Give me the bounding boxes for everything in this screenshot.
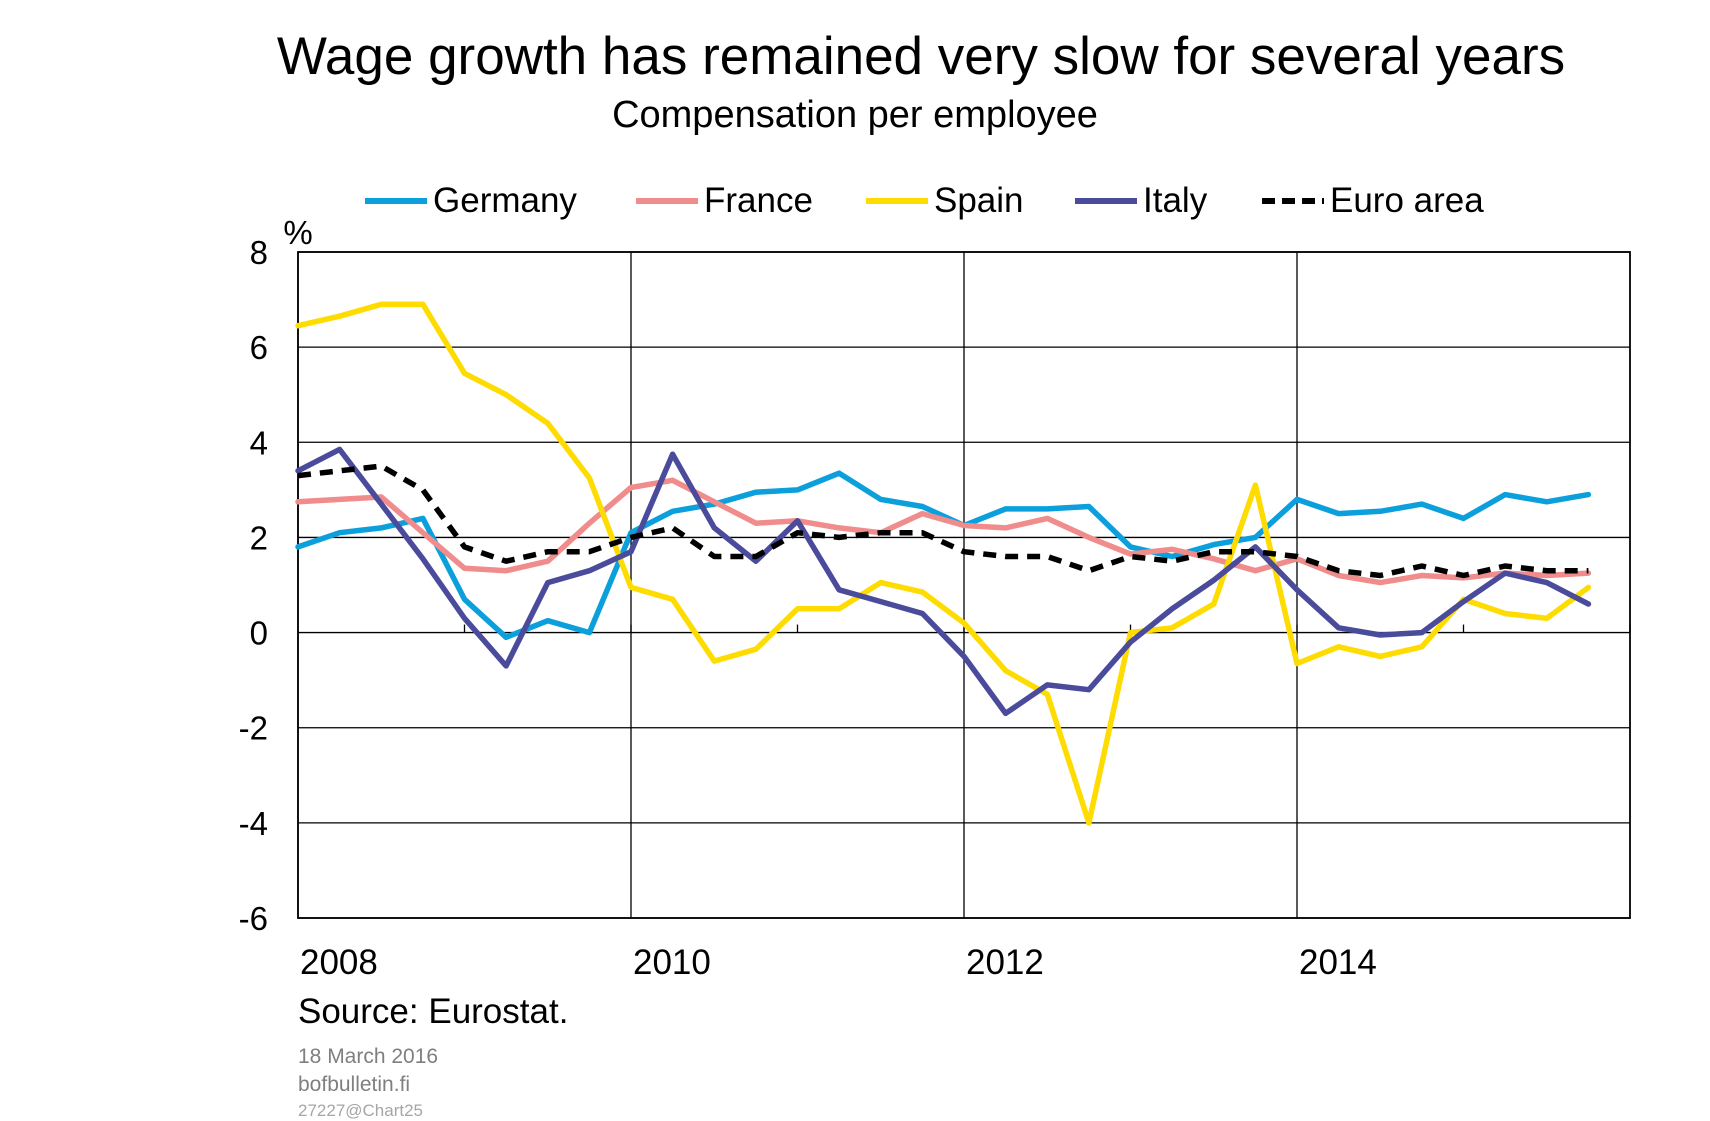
legend-item-germany: Germany [365, 178, 577, 224]
source-note: Source: Eurostat. [298, 992, 569, 1031]
legend-swatch-germany [365, 198, 427, 204]
legend-label-spain: Spain [934, 181, 1024, 220]
y-tick-label: -4 [239, 805, 268, 842]
legend-item-france: France [636, 178, 813, 224]
chart-id: 27227@Chart25 [298, 1101, 424, 1120]
legend-label-italy: Italy [1143, 181, 1208, 220]
x-tick-label: 2008 [300, 943, 378, 982]
y-tick-label: 6 [250, 329, 268, 366]
y-tick-label: -2 [239, 710, 268, 747]
legend-swatch-spain [866, 198, 928, 204]
y-tick-label: 8 [250, 234, 268, 271]
series-line-germany [295, 470, 1592, 641]
chart-title: Wage growth has remained very slow for s… [276, 27, 1566, 86]
x-tick-label: 2014 [1299, 943, 1377, 982]
legend-label-germany: Germany [433, 181, 577, 220]
legend-swatch-italy [1075, 198, 1137, 204]
legend: Germany France Spain Italy Euro area [0, 178, 1710, 224]
legend-swatch-france [636, 198, 698, 204]
site-name: bofbulletin.fi [298, 1073, 411, 1096]
y-axis-unit-label: % [283, 214, 312, 251]
x-tick-label: 2010 [633, 943, 711, 982]
y-tick-label: -6 [239, 900, 268, 937]
legend-label-france: France [704, 181, 813, 220]
series-line-spain [295, 301, 1592, 826]
y-tick-label: 4 [250, 424, 268, 461]
y-tick-label: 2 [250, 519, 268, 556]
legend-item-spain: Spain [866, 178, 1024, 224]
x-tick-label: 2012 [966, 943, 1044, 982]
series-line-france [295, 477, 1592, 586]
publish-date: 18 March 2016 [298, 1045, 439, 1068]
plot-area [297, 251, 1631, 919]
legend-swatch-euro-area [1262, 198, 1324, 204]
chart-subtitle: Compensation per employee [612, 94, 1098, 136]
legend-label-euro-area: Euro area [1330, 181, 1484, 220]
legend-item-italy: Italy [1075, 178, 1207, 224]
series-line-euro-area [297, 463, 1589, 579]
y-tick-label: 0 [250, 615, 268, 652]
series-line-italy [295, 446, 1592, 717]
legend-item-euro-area: Euro area [1262, 178, 1484, 224]
